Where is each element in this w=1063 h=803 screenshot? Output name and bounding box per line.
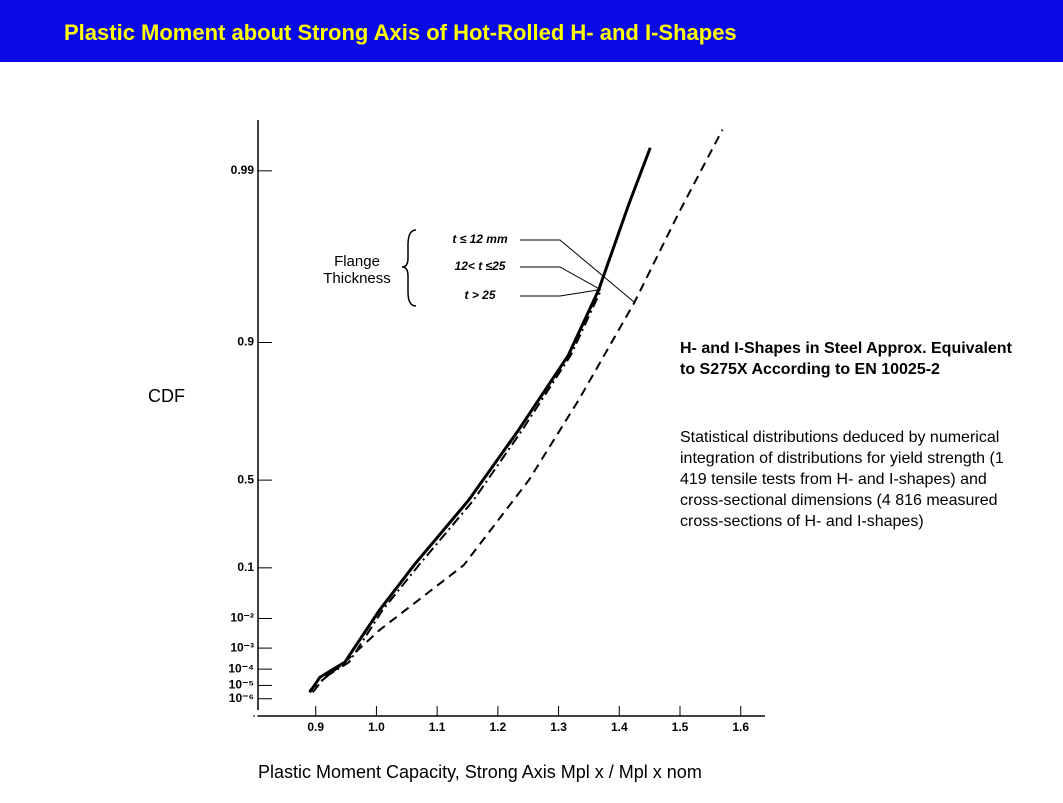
y-axis-label: CDF [148, 386, 185, 406]
x-tick-label: 1.5 [672, 720, 689, 734]
legend-brace [401, 229, 417, 307]
y-tick-label: 10⁻⁶ [229, 691, 254, 705]
x-tick-label: 1.6 [732, 720, 749, 734]
leader-line [520, 266, 602, 291]
x-tick-label: 1.0 [368, 720, 385, 734]
y-tick-label: 10⁻³ [230, 640, 254, 654]
slide-title: Plastic Moment about Strong Axis of Hot-… [64, 20, 737, 45]
leader-line [520, 289, 599, 297]
x-tick-label: 0.9 [307, 720, 324, 734]
y-tick-label: 10⁻² [230, 611, 254, 625]
y-tick-label: 0.99 [231, 163, 255, 177]
leader-line [520, 239, 635, 303]
series-line [309, 129, 724, 692]
y-tick-label: 10⁻⁵ [229, 678, 254, 692]
legend-label: 12< t ≤25 [455, 259, 506, 273]
series-line [311, 289, 602, 693]
x-tick-label: 1.1 [429, 720, 446, 734]
legend-label: t ≤ 12 mm [452, 232, 508, 246]
series-line [308, 147, 652, 694]
y-tick-label: 10⁻⁴ [228, 661, 254, 675]
header-bar [0, 0, 1063, 62]
x-tick-label: 1.2 [490, 720, 507, 734]
y-tick-label: 0.5 [237, 472, 254, 486]
legend-label: t > 25 [464, 288, 495, 302]
x-tick-label: 1.4 [611, 720, 628, 734]
y-tick-label: 0.9 [237, 335, 254, 349]
legend-title: Flange Thickness [323, 253, 391, 287]
annotation-title: H- and I-Shapes in Steel Approx. Equival… [680, 340, 1012, 378]
y-tick-label: 0.1 [237, 560, 254, 574]
annotation-text: Statistical distributions deduced by num… [680, 429, 1004, 530]
x-tick-label: 1.3 [550, 720, 567, 734]
x-axis-label: Plastic Moment Capacity, Strong Axis Mpl… [258, 762, 702, 782]
